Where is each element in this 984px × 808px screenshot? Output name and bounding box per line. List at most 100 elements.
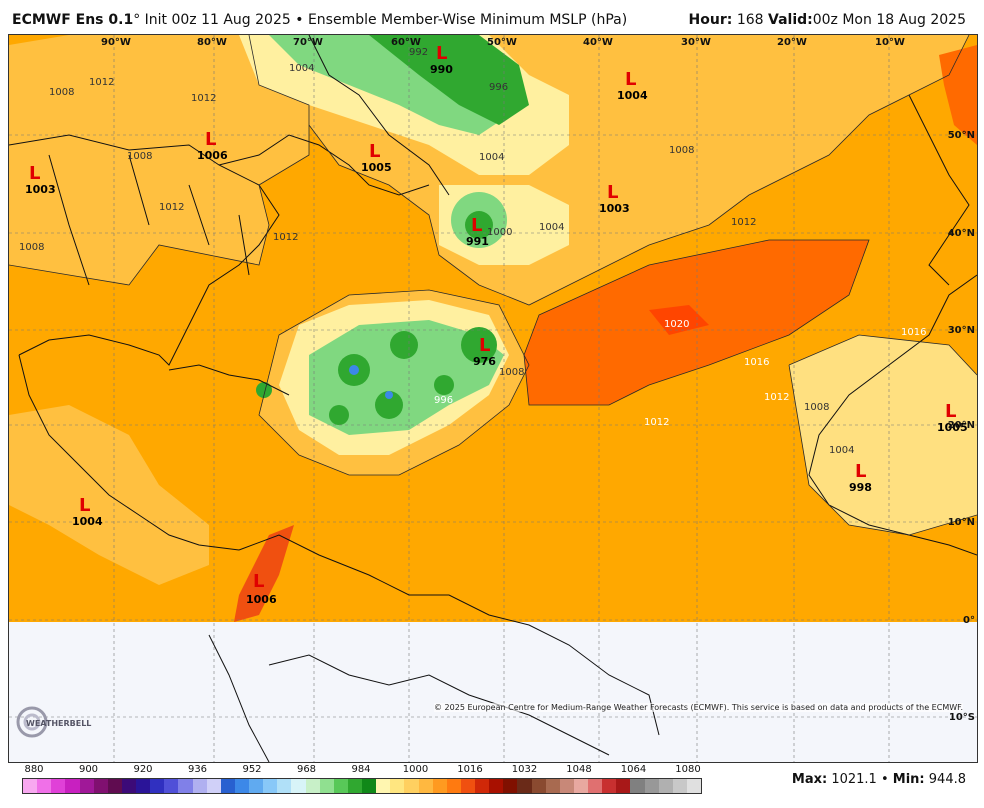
hour-value: 168 [736,12,764,28]
colorbar-swatch [672,779,687,793]
colorbar-tick-label: 880 [24,764,44,775]
colorbar-swatch [150,779,165,793]
svg-text:20°N: 20°N [948,420,975,431]
graticule [9,35,977,762]
storm-core-7 [256,382,272,398]
colorbar [22,778,702,794]
svg-text:L: L [625,69,636,90]
svg-text:1004: 1004 [72,515,103,528]
colorbar-tick-label: 1016 [457,764,483,775]
svg-text:L: L [369,141,380,162]
min-label: Min: [892,772,925,787]
colorbar-swatch [404,779,419,793]
svg-text:10°S: 10°S [949,712,975,723]
svg-text:976: 976 [473,355,496,368]
colorbar-swatch [319,779,334,793]
colorbar-swatch [588,779,603,793]
model-name: ECMWF Ens 0.1 [12,12,134,28]
colorbar-swatch [249,779,264,793]
isobar-label: 1004 [539,222,564,233]
isobar-label: 992 [409,47,428,58]
svg-text:991: 991 [466,235,489,248]
colorbar-tick-label: 900 [78,764,99,775]
stats-separator: • [880,772,889,787]
map-title: ECMWF Ens 0.1° Init 00z 11 Aug 2025 • En… [12,12,627,28]
colorbar-swatch [51,779,66,793]
colorbar-swatch [65,779,80,793]
valid-label: Valid: [768,12,813,28]
colorbar-swatch [305,779,320,793]
isobar-label: 1008 [19,242,44,253]
isobar-labels: 1008 1012 1012 1008 1004 1012 1012 1008 … [19,47,926,456]
svg-text:L: L [253,571,264,592]
colorbar-swatch [23,779,38,793]
svg-text:L: L [205,129,216,150]
masked-region [9,622,977,762]
product-name: Ensemble Member-Wise Minimum MSLP (hPa) [307,12,628,28]
colorbar-swatch [686,779,701,793]
colorbar-swatch [475,779,490,793]
isobar-label: 1012 [731,217,756,228]
storm-core-3 [461,327,497,363]
colorbar-tick-label: 1064 [620,764,647,775]
colorbar-swatch [460,779,475,793]
pressure-field-1016-europe [939,45,977,145]
isobar-label: 1008 [49,87,74,98]
svg-text:70°W: 70°W [293,37,323,48]
colorbar-swatch [206,779,221,793]
isobar-label: 1012 [89,77,114,88]
latitude-labels: 50°N 40°N 30°N 20°N 10°N 0° 10°S [948,130,975,723]
colorbar-swatch [517,779,532,793]
colorbar-swatch [602,779,617,793]
svg-text:0°: 0° [963,615,975,626]
svg-text:1004: 1004 [617,89,648,102]
svg-text:40°N: 40°N [948,228,975,239]
colorbar-tick-label: 920 [133,764,153,775]
isobar-label: 1012 [273,232,298,243]
colorbar-swatch [234,779,249,793]
isobar-label: 996 [489,82,508,93]
longitude-labels: 90°W 80°W 70°W 60°W 50°W 40°W 30°W 20°W 10°W [101,37,905,48]
isobar-label: 1008 [499,367,524,378]
colorbar-swatch [333,779,348,793]
min-value: 944.8 [928,772,966,787]
colorbar-swatch [418,779,433,793]
svg-text:30°N: 30°N [948,325,975,336]
colorbar-swatch [489,779,504,793]
colorbar-swatch [136,779,151,793]
isobar-label: 1000 [487,227,512,238]
colorbar-tick-label: 952 [242,764,262,775]
degree-sign: ° [133,12,141,28]
colorbar-swatch [178,779,193,793]
weatherbell-logo: WEATHERBELL [14,702,96,742]
svg-text:L: L [479,335,490,356]
storm-core-5 [329,405,349,425]
svg-text:50°W: 50°W [487,37,517,48]
field-stats: Max: 1021.1 • Min: 944.8 [792,772,966,787]
colorbar-swatch [573,779,588,793]
title-separator: • [295,12,304,28]
svg-text:40°W: 40°W [583,37,613,48]
isobar-label: 1008 [804,402,829,413]
colorbar-swatch [164,779,179,793]
svg-text:L: L [945,401,956,422]
colorbar-tick-label: 984 [351,764,371,775]
pressure-field-andes [234,525,294,622]
colorbar-swatch [93,779,108,793]
map-canvas: 1008 1012 1012 1008 1004 1012 1012 1008 … [9,35,977,762]
colorbar-swatch [644,779,659,793]
svg-text:1005: 1005 [361,161,392,174]
coastlines [9,35,977,762]
svg-text:60°W: 60°W [391,37,421,48]
colorbar-ticks: 880 900 920 936 952 968 984 1000 1016 1032 1048 106… [22,764,700,778]
pressure-field-1020 [649,305,709,335]
isobar-label: 1012 [159,202,184,213]
isobar-label: 1012 [764,392,789,403]
isobar-label: 1004 [479,152,504,163]
colorbar-swatch [347,779,362,793]
